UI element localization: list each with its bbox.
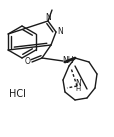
Text: NH: NH	[62, 55, 73, 65]
Text: O: O	[25, 57, 31, 66]
Text: HCl: HCl	[8, 89, 25, 99]
Text: N: N	[74, 79, 80, 88]
Text: H: H	[75, 86, 80, 92]
Text: N: N	[57, 27, 62, 36]
Text: N: N	[45, 13, 50, 22]
